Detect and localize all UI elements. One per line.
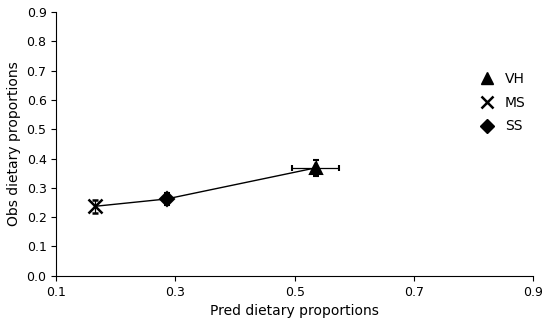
Legend: VH, MS, SS: VH, MS, SS (467, 66, 531, 139)
X-axis label: Pred dietary proportions: Pred dietary proportions (210, 304, 379, 318)
Y-axis label: Obs dietary proportions: Obs dietary proportions (7, 61, 21, 226)
